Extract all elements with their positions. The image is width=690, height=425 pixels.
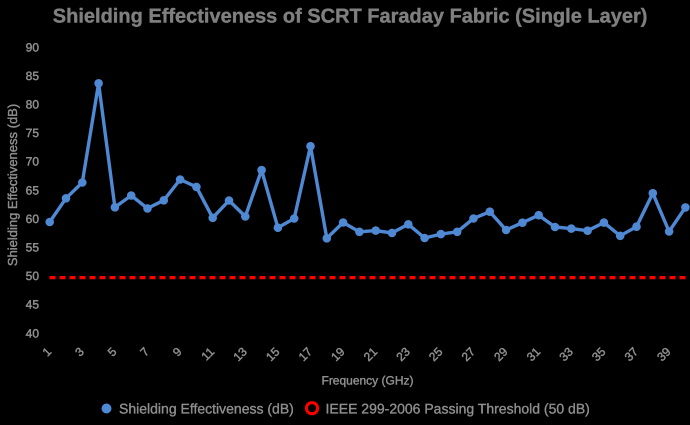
svg-text:90: 90: [26, 40, 40, 54]
svg-text:Shielding Effectiveness (dB): Shielding Effectiveness (dB): [119, 400, 294, 416]
svg-text:50: 50: [26, 269, 40, 283]
svg-text:55: 55: [26, 241, 40, 255]
svg-text:Frequency (GHz): Frequency (GHz): [321, 374, 413, 388]
svg-text:65: 65: [26, 183, 40, 197]
svg-text:80: 80: [26, 98, 40, 112]
svg-text:75: 75: [26, 126, 40, 140]
svg-text:85: 85: [26, 69, 40, 83]
svg-text:60: 60: [26, 212, 40, 226]
svg-text:45: 45: [26, 298, 40, 312]
svg-text:Shielding Effectiveness of SCR: Shielding Effectiveness of SCRT Faraday …: [53, 6, 648, 28]
svg-text:IEEE 299-2006 Passing Threshol: IEEE 299-2006 Passing Threshold (50 dB): [326, 400, 590, 416]
svg-text:Shielding Effectiveness (dB): Shielding Effectiveness (dB): [5, 104, 20, 266]
svg-text:70: 70: [26, 155, 40, 169]
svg-text:40: 40: [26, 326, 40, 340]
